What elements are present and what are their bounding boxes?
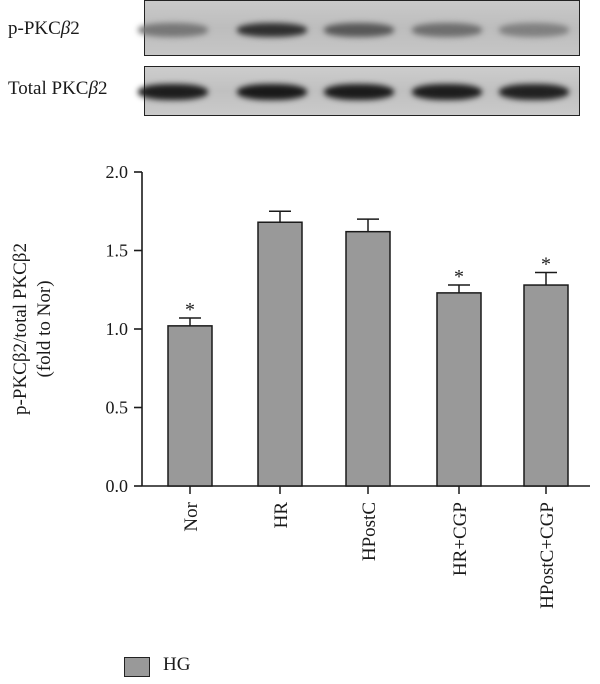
blot-band [138,23,208,37]
blot-label-beta: β [88,78,98,99]
y-tick-label: 0.5 [106,398,129,418]
x-tick-label: HR [271,502,292,529]
x-tick-label: HPostC [359,502,380,561]
y-tick-label: 1.5 [106,241,129,261]
legend-label: HG [163,654,191,675]
blot-band [412,23,482,37]
y-tick-label: 1.0 [106,319,129,339]
blot-row-label-total: Total PKCβ2 [8,78,107,100]
blot-row-label-phospho: p-PKCβ2 [8,18,80,40]
x-tick-label: HR+CGP [450,502,471,576]
blot-label-prefix: Total PKC [8,78,89,99]
bar [257,221,303,487]
bar-chart: 0.0 0.5 1.0 1.5 2.0 * Nor HR HPostC * HR+CGP * HPost… [10,162,590,609]
blot-band [324,84,394,100]
y-axis-label-unit: (fold to Nor) [34,280,55,377]
bar [345,230,391,487]
bar [436,292,482,487]
blot-band [324,23,394,37]
blot-label-suffix: 2 [97,78,108,99]
blot-band [499,84,569,100]
y-tick-label: 2.0 [106,162,129,182]
y-axis-label: p-PKCβ2/total PKCβ2 [10,243,31,415]
y-tick-label: 0.0 [106,476,129,496]
x-tick-label: HPostC+CGP [537,502,558,609]
significance-marker: * [454,266,464,288]
western-blot-total-strip [138,66,580,116]
blot-label-suffix: 2 [70,18,80,39]
significance-marker: * [541,253,551,275]
blot-band [138,84,208,100]
legend-swatch [124,657,150,677]
bar [523,284,569,487]
blot-label-prefix: p-PKC [8,18,61,39]
blot-band [237,84,307,100]
blot-band [237,23,307,37]
blot-band [499,23,569,37]
blot-label-beta: β [60,18,71,39]
significance-marker: * [185,299,195,321]
x-tick-label: Nor [181,501,202,531]
western-blot-phospho-strip [138,0,580,56]
bar [167,325,213,487]
blot-band [412,84,482,100]
